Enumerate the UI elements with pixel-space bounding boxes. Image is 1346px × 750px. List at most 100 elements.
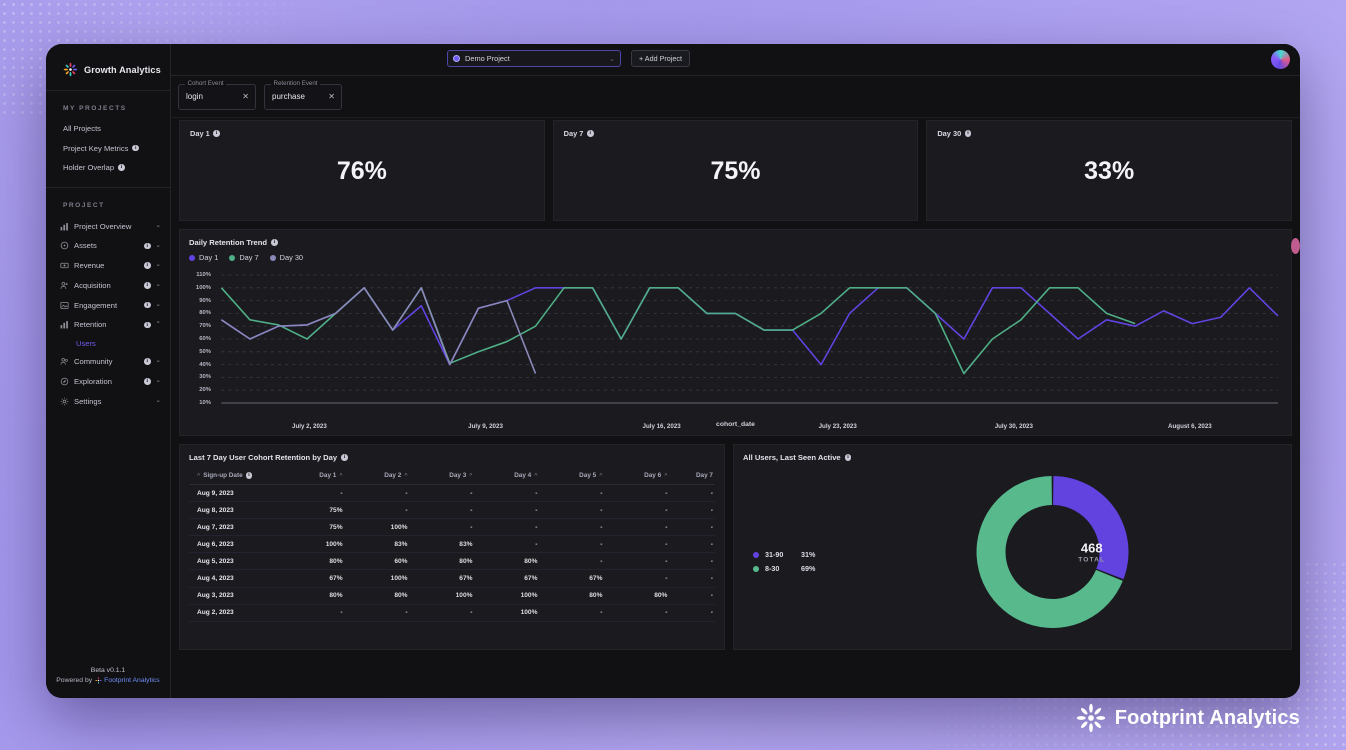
- project-selector[interactable]: Demo Project ⌄: [447, 50, 621, 67]
- cell-day-2: -: [358, 604, 424, 622]
- cohort-event-filter[interactable]: Cohort Event login ✕: [178, 79, 256, 110]
- donut-slice-31-90[interactable]: [1053, 476, 1129, 580]
- info-icon[interactable]: i: [213, 130, 220, 137]
- coin-icon: [60, 242, 69, 250]
- info-icon[interactable]: i: [271, 239, 278, 246]
- kpi-title-label: Day 1: [190, 129, 210, 138]
- cell-day-2: 60%: [358, 552, 424, 571]
- sidebar-subitem-users[interactable]: Users: [76, 338, 96, 348]
- clear-icon[interactable]: ✕: [242, 92, 249, 101]
- clear-icon[interactable]: ✕: [328, 92, 335, 101]
- y-axis-tick: 90%: [199, 297, 211, 304]
- chevron-down-icon[interactable]: ⌄: [155, 300, 161, 308]
- table-row[interactable]: Aug 2, 2023- - -100% - - -: [189, 604, 715, 622]
- info-icon[interactable]: i: [143, 301, 151, 309]
- column-header-day-3[interactable]: Day 3 ^: [423, 469, 489, 485]
- info-icon[interactable]: i: [143, 378, 151, 385]
- filter-bar: Cohort Event login ✕ Retention Event pur…: [171, 76, 1300, 118]
- header-inner: Day 7: [683, 472, 713, 479]
- add-project-button[interactable]: + Add Project: [631, 50, 690, 67]
- money-icon: [60, 262, 69, 269]
- sidebar-heading-my-projects: MY PROJECTS: [63, 105, 127, 112]
- chevron-down-icon[interactable]: ⌄: [155, 241, 161, 249]
- table-row[interactable]: Aug 6, 2023 100% 83% 83% - - - -: [189, 535, 715, 554]
- table-row[interactable]: Aug 9, 2023- - - - - - -: [189, 484, 715, 503]
- info-icon[interactable]: i: [586, 130, 594, 137]
- sidebar-item-community[interactable]: Community i ⌄: [46, 352, 170, 372]
- info-icon[interactable]: i: [964, 130, 972, 137]
- sidebar: Growth Analytics MY PROJECTS All Project…: [46, 44, 171, 698]
- sidebar-item-acquisition[interactable]: Acquisition i ⌄: [46, 275, 170, 295]
- cell-day-6: -: [618, 484, 684, 503]
- cell-day-4: -: [488, 484, 554, 503]
- info-icon[interactable]: i: [143, 242, 151, 250]
- table-header-row: ^ Sign-up Date i Day 1 ^: [189, 469, 715, 485]
- column-header-signup-date[interactable]: ^ Sign-up Date i: [189, 469, 294, 485]
- column-header-day-6[interactable]: Day 6 ^: [618, 469, 684, 485]
- table-row[interactable]: Aug 5, 2023 80% 60% 80% 80% - - -: [189, 552, 715, 571]
- donut-legend-item-8-30[interactable]: 8-30 69%: [753, 564, 815, 573]
- sidebar-item-project-overview[interactable]: Project Overview ⌄: [46, 216, 170, 236]
- chevron-down-icon[interactable]: ⌄: [155, 357, 161, 365]
- chevron-up-icon[interactable]: ⌃: [155, 320, 161, 328]
- table-row[interactable]: Aug 4, 2023 67% 100% 67% 67% 67% - -: [189, 569, 715, 588]
- info-icon[interactable]: i: [143, 358, 151, 365]
- info-icon[interactable]: i: [341, 454, 348, 461]
- legend-item-day-1[interactable]: Day 1: [189, 253, 218, 262]
- table-row[interactable]: Aug 7, 2023 75% 100% - - - - -: [189, 518, 715, 537]
- app-title: Growth Analytics: [84, 64, 161, 75]
- info-icon[interactable]: i: [245, 472, 253, 479]
- info-icon[interactable]: i: [118, 164, 125, 171]
- column-header-day-5[interactable]: Day 5 ^: [553, 469, 619, 485]
- chevron-down-icon[interactable]: ⌄: [155, 281, 161, 289]
- table-row[interactable]: Aug 3, 2023 80% 80% 100% 100% 80% 80% -: [189, 587, 715, 605]
- column-header-day-4[interactable]: Day 4 ^: [488, 469, 554, 485]
- page-footer-brand: Footprint Analytics: [1076, 703, 1300, 733]
- info-icon[interactable]: i: [143, 321, 151, 329]
- column-header-day-7[interactable]: Day 7: [683, 469, 715, 485]
- chevron-down-icon[interactable]: ⌄: [155, 377, 161, 385]
- cell-signup-date: Aug 3, 2023: [189, 587, 294, 605]
- legend-item-day-7[interactable]: Day 7: [229, 253, 259, 262]
- column-header-day-2[interactable]: Day 2 ^: [358, 469, 424, 485]
- daily-retention-trend-panel: Daily Retention Trend i Day 1 Day 7 Day …: [179, 229, 1300, 436]
- column-header-label: Day 5: [579, 472, 597, 479]
- chevron-down-icon[interactable]: ⌄: [155, 221, 161, 229]
- sidebar-item-all-projects[interactable]: All Projects: [46, 119, 170, 138]
- user-avatar[interactable]: [1271, 50, 1290, 69]
- sidebar-item-holder-overlap[interactable]: Holder Overlap i: [46, 158, 170, 177]
- chevron-down-icon[interactable]: ⌄: [155, 397, 161, 405]
- header-inner: Day 2 ^: [359, 472, 407, 479]
- kpi-row: Day 1 i 76% Day 7 i 75% Day 30 i: [171, 120, 1300, 221]
- donut-legend-item-31-90[interactable]: 31-90 31%: [753, 550, 815, 559]
- sidebar-item-project-key-metrics[interactable]: Project Key Metrics i: [46, 138, 170, 157]
- sidebar-item-retention[interactable]: Retention i ⌃: [46, 315, 170, 335]
- user-plus-icon: [60, 281, 68, 289]
- info-icon[interactable]: i: [143, 262, 151, 269]
- sidebar-item-engagement[interactable]: Engagement i ⌄: [46, 295, 170, 315]
- table-row[interactable]: Aug 8, 2023 75% - - - - - -: [189, 501, 715, 520]
- chevron-down-icon[interactable]: ⌄: [155, 261, 161, 269]
- legend-item-day-30[interactable]: Day 30: [269, 253, 303, 262]
- powered-by-brand[interactable]: Footprint Analytics: [104, 677, 160, 684]
- sidebar-item-settings[interactable]: Settings ⌄: [46, 391, 170, 411]
- y-axis-tick: 80%: [199, 310, 211, 317]
- column-header-day-1[interactable]: Day 1 ^: [293, 469, 359, 485]
- image-icon: [60, 301, 69, 309]
- donut-slice-8-30[interactable]: [976, 476, 1123, 629]
- sidebar-item-assets[interactable]: Assets i ⌄: [46, 236, 170, 256]
- cell-day-5: -: [553, 535, 619, 554]
- info-icon[interactable]: i: [844, 454, 852, 461]
- sidebar-divider-top: [46, 90, 170, 91]
- cell-day-1: 75%: [293, 518, 359, 537]
- y-axis-tick: 10%: [199, 400, 211, 406]
- app-logo[interactable]: Growth Analytics: [46, 58, 170, 90]
- info-icon[interactable]: i: [132, 144, 140, 152]
- retention-line-chart: [189, 274, 1282, 404]
- sidebar-item-exploration[interactable]: Exploration i ⌄: [46, 372, 170, 392]
- sidebar-item-revenue[interactable]: Revenue i ⌄: [46, 256, 170, 276]
- header-inner: Day 3 ^: [424, 472, 472, 479]
- x-axis-title: cohort_date: [716, 421, 755, 428]
- retention-event-filter[interactable]: Retention Event purchase ✕: [264, 79, 342, 110]
- info-icon[interactable]: i: [143, 282, 151, 289]
